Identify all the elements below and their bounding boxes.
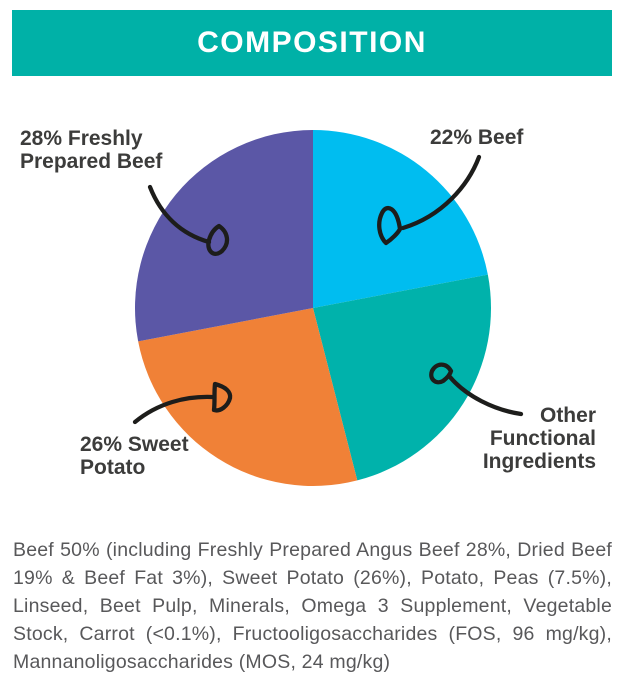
- callout-line: Prepared Beef: [20, 150, 163, 173]
- callout-arrow-freshly-prepared-beef: [147, 184, 230, 256]
- arrowhead-icon: [206, 223, 230, 256]
- arrowhead-icon: [211, 381, 233, 413]
- callout-arrow-sweet-potato: [132, 381, 233, 425]
- callout-line: 22% Beef: [430, 126, 524, 149]
- callout-arrow-beef: [377, 154, 482, 246]
- callout-line: Other: [539, 404, 596, 427]
- arrow-line: [400, 154, 482, 231]
- pie-slices: [134, 130, 492, 487]
- pie-slice-other-functional-ingredients: [313, 274, 492, 481]
- arrow-line: [447, 374, 524, 417]
- arrow-line: [147, 184, 212, 245]
- callout-line: Ingredients: [482, 450, 596, 473]
- callout-label-beef: 22% Beef: [430, 126, 523, 149]
- callout-label-freshly-prepared-beef: 28% Freshly Prepared Beef: [20, 127, 162, 173]
- composition-text: Beef 50% (including Freshly Prepared Ang…: [13, 539, 612, 673]
- arrow-line: [132, 394, 215, 425]
- callout-line: 28% Freshly: [20, 127, 143, 150]
- pie-slice-sweet-potato: [138, 308, 358, 487]
- header-banner: COMPOSITION: [12, 10, 612, 76]
- page-title: COMPOSITION: [197, 26, 427, 59]
- callout-label-other-functional-ingredients: Other Functional Ingredients: [483, 404, 596, 473]
- pie-slice-beef: [313, 130, 488, 308]
- callout-line: 26% Sweet: [80, 433, 189, 456]
- arrowhead-icon: [429, 362, 454, 385]
- callout-label-sweet-potato: 26% Sweet Potato: [80, 433, 189, 479]
- callout-line: Functional: [489, 427, 596, 450]
- callout-line: Potato: [80, 456, 146, 479]
- pie-slice-freshly-prepared-beef: [134, 130, 313, 342]
- callout-arrow-other-functional-ingredients: [429, 362, 524, 417]
- callout-arrows: [132, 154, 524, 425]
- arrowhead-icon: [377, 205, 403, 246]
